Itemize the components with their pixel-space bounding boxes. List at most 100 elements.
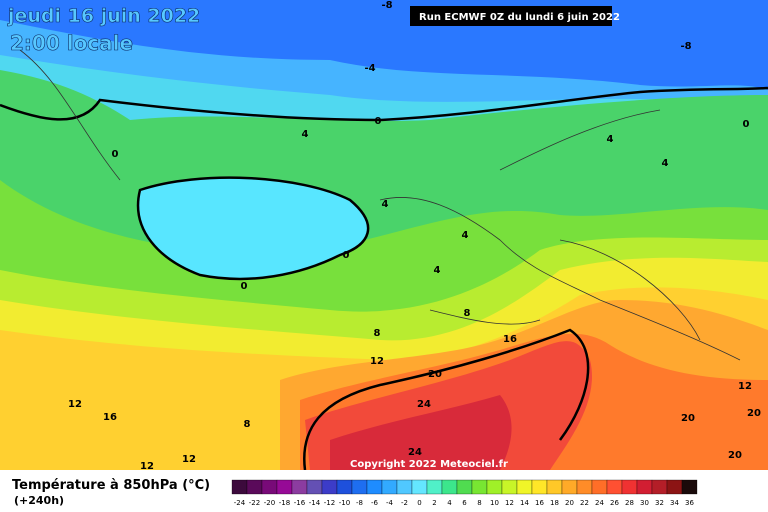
map xyxy=(0,0,768,471)
contour-label: 12 xyxy=(140,461,154,472)
contour-label: 8 xyxy=(244,419,251,430)
scale-label: 4 xyxy=(447,499,452,507)
forecast-time: 2:00 locale xyxy=(10,31,133,55)
scale-label: -22 xyxy=(249,499,260,507)
scale-label: -12 xyxy=(324,499,335,507)
scale-swatch xyxy=(336,479,353,495)
scale-label: -4 xyxy=(386,499,394,507)
contour-line xyxy=(0,86,768,122)
scale-label: 18 xyxy=(550,499,559,507)
color-scale: -24 -22 -20 -18 -16 -14 -12 -10 -8 -6 -4 -2 0 2 4 6 8 10 1… xyxy=(231,479,698,507)
contour-labels: -8 -8 -4 0 0 4 0 4 4 4 4 0 0 4 8 8 16 12 20 12 16 8 24 12 12 20 20… xyxy=(68,0,761,472)
scale-swatch xyxy=(261,479,278,495)
contour-label: 20 xyxy=(428,369,442,380)
contour-label: 4 xyxy=(302,129,309,140)
scale-label: -6 xyxy=(371,499,379,507)
scale-swatch xyxy=(561,479,578,495)
coastline xyxy=(379,197,741,361)
legend-subtitle: (+240h) xyxy=(14,494,64,507)
scale-swatch xyxy=(516,479,533,495)
contour-line xyxy=(303,328,590,471)
scale-label: 16 xyxy=(535,499,544,507)
scale-label: 12 xyxy=(505,499,514,507)
scale-label: -14 xyxy=(309,499,321,507)
scale-label: 6 xyxy=(462,499,467,507)
scale-swatch xyxy=(426,479,443,495)
scale-swatch xyxy=(396,479,413,495)
contour-label: 0 xyxy=(112,149,119,160)
contour-label: 8 xyxy=(374,328,381,339)
scale-label: -2 xyxy=(401,499,408,507)
scale-label: -8 xyxy=(356,499,363,507)
scale-swatch xyxy=(351,479,368,495)
scale-label: -18 xyxy=(279,499,290,507)
scale-swatch xyxy=(621,479,638,495)
contour-label: 20 xyxy=(747,408,761,419)
contour-label: 12 xyxy=(182,454,196,465)
contour-label: 0 xyxy=(343,250,350,261)
scale-swatch xyxy=(381,479,398,495)
contour-label: 16 xyxy=(503,334,517,345)
scale-label: 14 xyxy=(520,499,529,507)
contour-label: 8 xyxy=(464,308,471,319)
scale-label: 36 xyxy=(685,499,694,507)
contour-label: -8 xyxy=(381,0,392,11)
cold-pool xyxy=(136,176,370,281)
scale-label: -16 xyxy=(294,499,306,507)
scale-swatch xyxy=(636,479,653,495)
scale-label: 34 xyxy=(670,499,679,507)
contour-label: 16 xyxy=(103,412,117,423)
contour-label: 20 xyxy=(728,450,742,461)
scale-label: 8 xyxy=(477,499,481,507)
scale-swatch xyxy=(576,479,593,495)
scale-swatch xyxy=(546,479,563,495)
contour-label: 24 xyxy=(408,447,422,458)
contour-label: 4 xyxy=(607,134,614,145)
scale-swatch xyxy=(591,479,608,495)
scale-swatch xyxy=(486,479,503,495)
scale-swatch xyxy=(306,479,323,495)
contour-label: 0 xyxy=(375,116,382,127)
run-box xyxy=(410,6,612,26)
contour-label: 4 xyxy=(462,230,469,241)
scale-swatch xyxy=(246,479,263,495)
scale-label: -24 xyxy=(234,499,246,507)
scale-label: 28 xyxy=(625,499,634,507)
scale-swatch xyxy=(366,479,383,495)
scale-swatch xyxy=(681,479,698,495)
scale-label: -10 xyxy=(339,499,350,507)
scale-label: -20 xyxy=(264,499,275,507)
scale-label: 32 xyxy=(655,499,664,507)
run-label: Run ECMWF 0Z du lundi 6 juin 2022 xyxy=(419,12,620,23)
contour-label: 4 xyxy=(662,158,669,169)
copyright: Copyright 2022 Meteociel.fr xyxy=(350,459,508,470)
scale-swatch xyxy=(231,479,248,495)
contour-label: 20 xyxy=(681,413,695,424)
contour-label: 24 xyxy=(417,399,431,410)
scale-swatch xyxy=(456,479,473,495)
contour-label: 0 xyxy=(241,281,248,292)
scale-label: 26 xyxy=(610,499,619,507)
scale-swatch xyxy=(276,479,293,495)
scale-swatch xyxy=(501,479,518,495)
scale-swatch xyxy=(531,479,548,495)
coastline xyxy=(19,49,701,341)
scale-swatch xyxy=(441,479,458,495)
scale-label: 24 xyxy=(595,499,604,507)
scale-swatch xyxy=(321,479,338,495)
field xyxy=(330,395,512,470)
contour-label: 4 xyxy=(434,265,441,276)
scale-label: 22 xyxy=(580,499,589,507)
contour-label: -8 xyxy=(680,41,691,52)
scale-label: 30 xyxy=(640,499,649,507)
contour-label: 4 xyxy=(382,199,389,210)
scale-label: 2 xyxy=(432,499,436,507)
scale-swatch xyxy=(651,479,668,495)
scale-label: 20 xyxy=(565,499,574,507)
contour-label: 12 xyxy=(370,356,384,367)
scale-swatch xyxy=(666,479,683,495)
contour-label: 0 xyxy=(743,119,750,130)
legend-title: Température à 850hPa (°C) xyxy=(12,478,210,493)
scale-label: 0 xyxy=(417,499,421,507)
